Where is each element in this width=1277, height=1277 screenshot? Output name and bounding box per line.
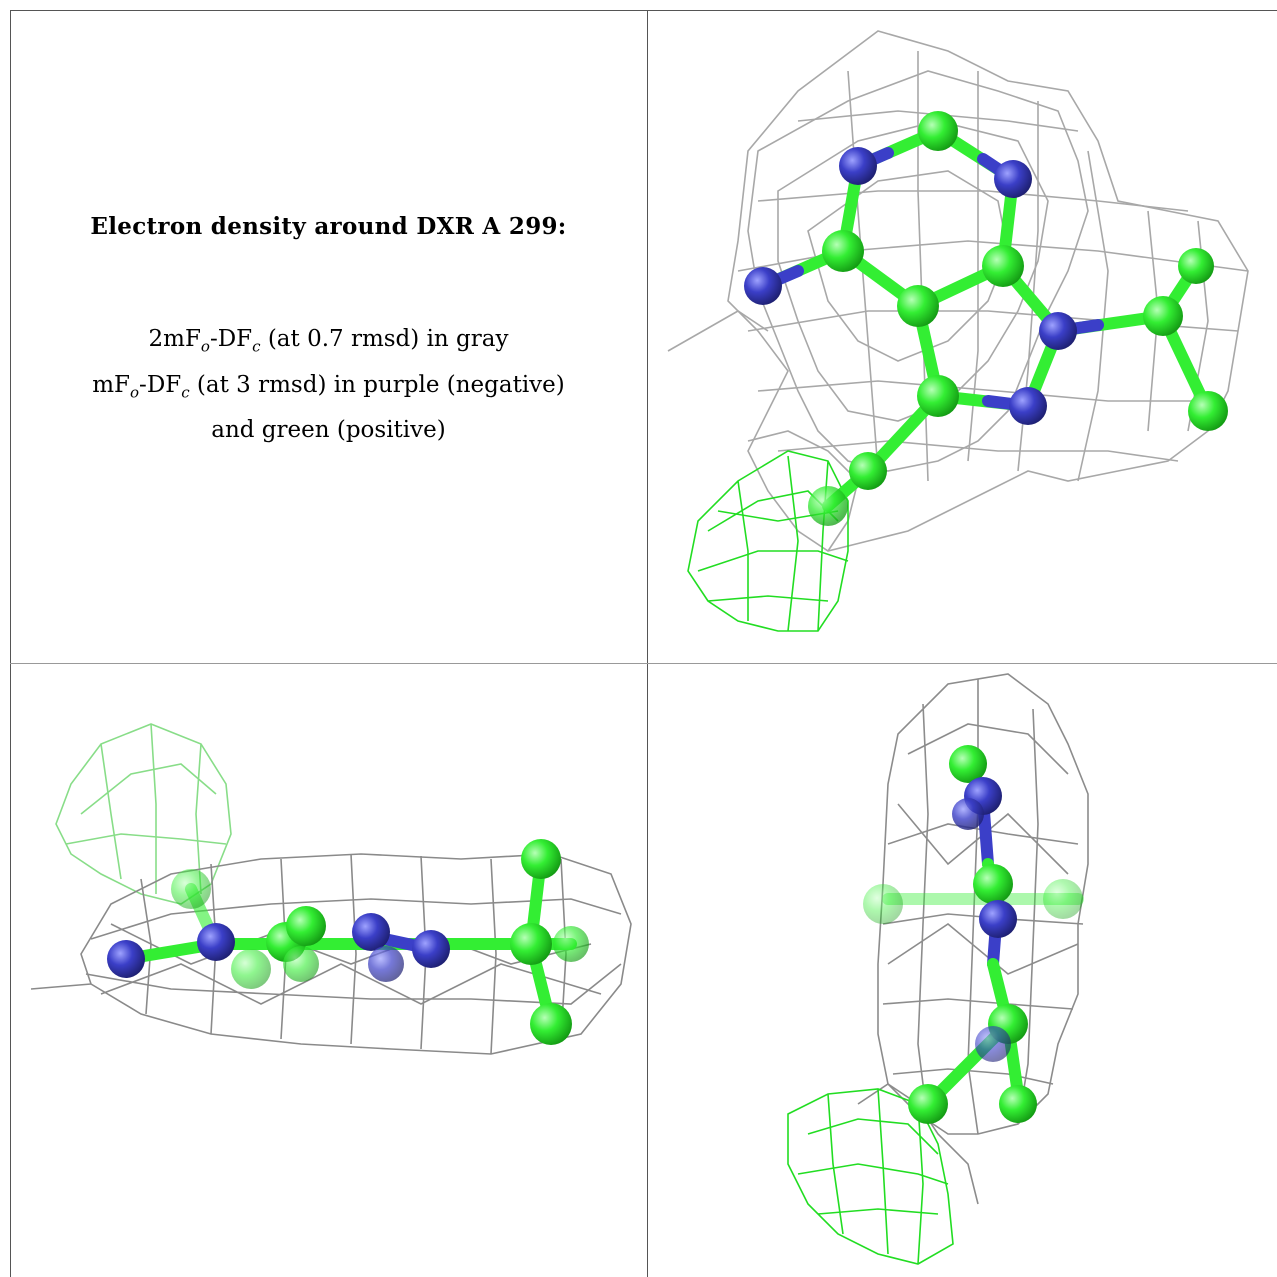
- caption-title: Electron density around DXR A 299:: [90, 213, 567, 240]
- green-positive-mesh-side: [55, 723, 232, 905]
- caption-line-2: mFo-DFc (at 3 rmsd) in purple (negative): [92, 371, 565, 402]
- caption-line-3: and green (positive): [211, 417, 446, 444]
- grid-top-border: [10, 10, 1277, 11]
- molecule-atoms-side: [107, 839, 589, 1045]
- grid-center-horizontal: [10, 663, 1277, 664]
- molecule-atoms-end: [863, 745, 1083, 1124]
- molecule-atoms-top: [744, 111, 1228, 526]
- caption-line-1: 2mFo-DFc (at 0.7 rmsd) in gray: [148, 326, 509, 356]
- density-view-side: [30, 723, 632, 1055]
- grid-center-vertical: [647, 10, 648, 1277]
- caption-panel: Electron density around DXR A 299: 2mFo-…: [10, 10, 647, 663]
- gray-density-mesh-end: [857, 673, 1089, 1205]
- gray-density-mesh: [667, 30, 1249, 552]
- density-view-top: [667, 30, 1249, 632]
- green-positive-mesh: [687, 450, 849, 632]
- grid-left-border: [10, 10, 11, 1277]
- density-view-end: [787, 673, 1089, 1265]
- caption-description: 2mFo-DFc (at 0.7 rmsd) in gray mFo-DFc (…: [10, 320, 647, 449]
- green-positive-mesh-end: [787, 1088, 954, 1265]
